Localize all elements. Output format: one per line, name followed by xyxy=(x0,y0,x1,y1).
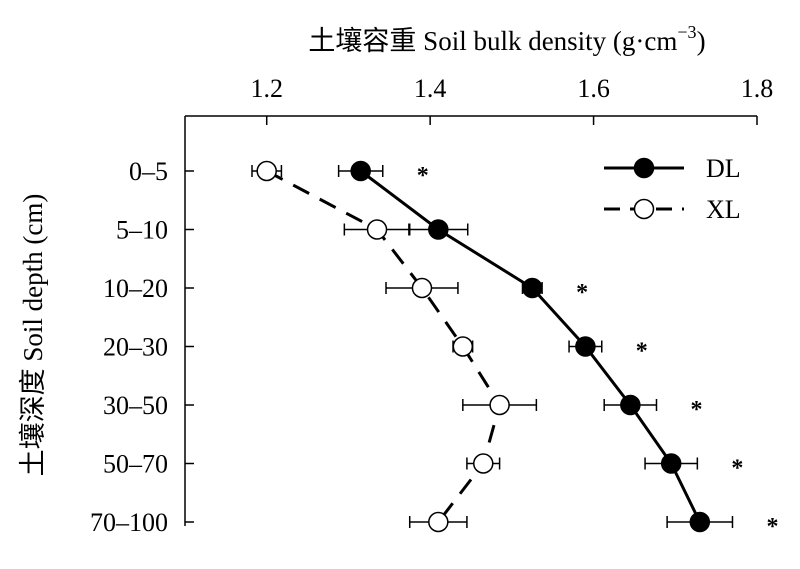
significance-marker-5: * xyxy=(731,456,743,482)
x-axis-title: 土壤容重 Soil bulk density (g·cm−3) xyxy=(308,22,705,56)
point-dl-1 xyxy=(428,219,449,240)
significance-marker-6: * xyxy=(766,514,778,540)
x-ticks: 1.2 1.4 1.6 1.8 xyxy=(250,74,773,125)
legend-label-xl: XL xyxy=(706,195,741,224)
x-tick-label-1: 1.4 xyxy=(414,74,447,103)
significance-marker-3: * xyxy=(636,339,648,365)
point-xl-0 xyxy=(256,160,277,182)
legend-marker-xl xyxy=(633,198,655,220)
point-xl-2 xyxy=(411,277,433,299)
significance-marker-4: * xyxy=(690,397,702,423)
point-xl-1 xyxy=(366,219,388,240)
significance-markers: * * * * * * xyxy=(417,163,779,540)
point-dl-2 xyxy=(522,277,543,299)
point-xl-6 xyxy=(428,511,449,533)
point-dl-3 xyxy=(575,336,596,357)
point-xl-5 xyxy=(473,453,494,474)
point-xl-4 xyxy=(489,394,510,416)
point-dl-0 xyxy=(350,160,371,182)
series-line-dl xyxy=(359,169,702,523)
x-axis-title-main: 土壤容重 Soil bulk density (g·cm xyxy=(308,26,677,56)
point-xl-3 xyxy=(452,336,474,357)
x-axis-title-exponent: −3 xyxy=(677,22,696,42)
x-tick-label-2: 1.6 xyxy=(577,74,610,103)
y-axis-title: 土壤深度 Soil depth (cm) xyxy=(18,194,48,477)
y-tick-label-5: 50–70 xyxy=(103,450,168,479)
x-axis-title-close: ) xyxy=(697,26,706,56)
y-tick-label-2: 10–20 xyxy=(103,274,168,303)
x-tick-label-3: 1.8 xyxy=(741,74,774,103)
y-tick-label-0: 0–5 xyxy=(129,157,168,186)
x-tick-label-0: 1.2 xyxy=(250,74,283,103)
y-tick-label-4: 30–50 xyxy=(103,391,168,420)
legend-marker-dl xyxy=(633,157,655,179)
significance-marker-2: * xyxy=(576,280,588,306)
legend-label-dl: DL xyxy=(706,154,741,183)
y-tick-label-3: 20–30 xyxy=(103,333,168,362)
significance-marker-0: * xyxy=(417,163,429,189)
point-dl-6 xyxy=(689,511,711,533)
series-layer xyxy=(251,160,734,533)
legend: DL XL xyxy=(604,154,741,224)
y-tick-label-1: 5–10 xyxy=(116,216,168,245)
point-dl-4 xyxy=(620,394,641,416)
y-ticks: 0–5 5–10 10–20 20–30 30–50 50–70 70–100 xyxy=(90,157,194,537)
y-tick-label-6: 70–100 xyxy=(90,508,168,537)
point-dl-5 xyxy=(660,453,682,474)
